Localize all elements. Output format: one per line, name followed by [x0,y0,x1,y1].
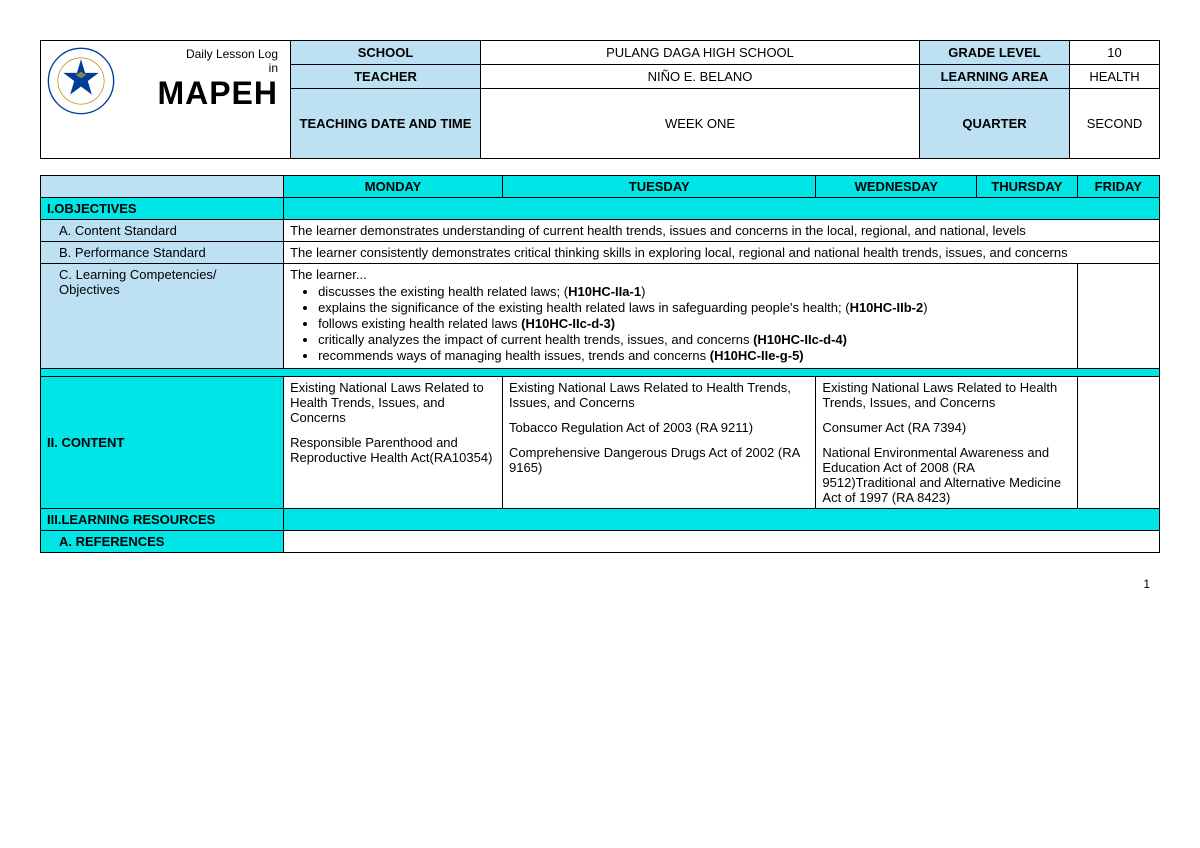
lesson-plan-table: MONDAY TUESDAY WEDNESDAY THURSDAY FRIDAY… [40,175,1160,553]
day-tue: TUESDAY [503,176,816,198]
area-value: HEALTH [1070,65,1160,89]
lesson-log-header: Daily Lesson Log in MAPEH SCHOOL PULANG … [40,40,1160,159]
teacher-label: TEACHER [291,65,481,89]
competency-item: explains the significance of the existin… [318,300,1070,315]
competency-item: recommends ways of managing health issue… [318,348,1070,363]
school-value: PULANG DAGA HIGH SCHOOL [481,41,920,65]
competency-item: critically analyzes the impact of curren… [318,332,1070,347]
objectives-band [284,198,1160,220]
resources-band [284,509,1160,531]
logo-title-cell: Daily Lesson Log in MAPEH [41,41,291,159]
day-fri: FRIDAY [1077,176,1159,198]
blank-corner [41,176,284,198]
seal-logo-icon [47,47,115,115]
content-wed-thu: Existing National Laws Related to Health… [816,377,1077,509]
section-objectives: I.OBJECTIVES [41,198,284,220]
section-resources: III.LEARNING RESOURCES [41,509,284,531]
teacher-value: NIÑO E. BELANO [481,65,920,89]
school-label: SCHOOL [291,41,481,65]
grade-value: 10 [1070,41,1160,65]
area-label: LEARNING AREA [920,65,1070,89]
competencies-fri-empty [1077,264,1159,369]
grade-label: GRADE LEVEL [920,41,1070,65]
section-content: II. CONTENT [41,377,284,509]
content-tuesday: Existing National Laws Related to Health… [503,377,816,509]
date-value: WEEK ONE [481,89,920,159]
quarter-value: SECOND [1070,89,1160,159]
cyan-spacer [41,369,1160,377]
competencies-label: C. Learning Competencies/ Objectives [41,264,284,369]
references-label: A. REFERENCES [41,531,284,553]
page-number: 1 [40,577,1150,591]
content-standard-text: The learner demonstrates understanding o… [284,220,1160,242]
content-standard-label: A. Content Standard [41,220,284,242]
competency-item: discusses the existing health related la… [318,284,1070,299]
day-thu: THURSDAY [977,176,1077,198]
competencies-list: discusses the existing health related la… [318,284,1070,363]
competencies-intro: The learner... [290,267,367,282]
competencies-body: The learner... discusses the existing he… [284,264,1077,369]
performance-standard-text: The learner consistently demonstrates cr… [284,242,1160,264]
date-label: TEACHING DATE AND TIME [291,89,481,159]
quarter-label: QUARTER [920,89,1070,159]
content-friday-empty [1077,377,1159,509]
day-mon: MONDAY [284,176,503,198]
content-monday: Existing National Laws Related to Health… [284,377,503,509]
performance-standard-label: B. Performance Standard [41,242,284,264]
competency-item: follows existing health related laws (H1… [318,316,1070,331]
day-wed: WEDNESDAY [816,176,977,198]
references-empty [284,531,1160,553]
